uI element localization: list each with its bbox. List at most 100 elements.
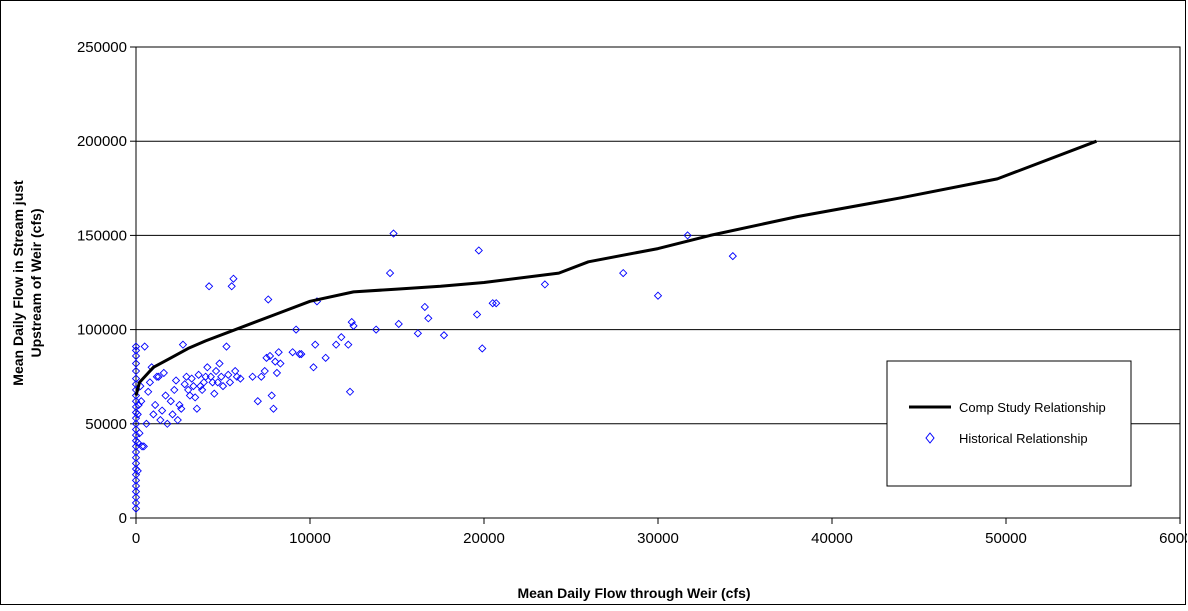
y-axis-title-line-1: Mean Daily Flow in Stream just xyxy=(10,180,26,386)
data-point xyxy=(311,340,320,349)
x-tick-label: 20000 xyxy=(463,530,505,547)
data-point xyxy=(131,430,141,440)
data-point xyxy=(291,325,301,334)
data-point xyxy=(144,387,153,396)
legend-label-historical: Historical Relationship xyxy=(959,431,1088,446)
data-point xyxy=(236,374,245,383)
data-point xyxy=(257,372,266,381)
data-point xyxy=(139,442,148,451)
data-point xyxy=(492,299,501,308)
data-point xyxy=(288,348,297,357)
data-point xyxy=(131,342,141,351)
x-tick-label: 60000 xyxy=(1159,530,1187,547)
data-point xyxy=(217,372,226,381)
data-point xyxy=(474,246,483,255)
data-point xyxy=(213,378,222,387)
data-point xyxy=(229,274,238,283)
data-point xyxy=(203,363,212,372)
data-point xyxy=(171,376,181,385)
data-point xyxy=(189,381,198,391)
data-point xyxy=(274,348,283,357)
x-tick-label: 40000 xyxy=(811,530,853,547)
data-point xyxy=(133,466,142,476)
data-point xyxy=(133,438,142,447)
y-tick-label: 150000 xyxy=(77,227,127,244)
data-point xyxy=(540,280,550,289)
historical-relationship-series xyxy=(131,229,737,513)
data-point xyxy=(218,381,228,391)
data-point xyxy=(157,406,167,415)
data-point xyxy=(131,453,141,462)
data-point xyxy=(151,400,160,410)
data-point xyxy=(161,391,170,400)
data-point xyxy=(131,346,141,355)
data-point xyxy=(297,349,306,359)
data-point xyxy=(180,380,189,389)
data-point xyxy=(371,325,381,334)
data-point xyxy=(222,342,231,351)
data-point xyxy=(349,321,358,330)
data-point xyxy=(142,419,151,428)
data-point xyxy=(178,340,188,349)
data-point xyxy=(337,332,346,342)
data-point xyxy=(199,378,208,387)
data-point xyxy=(131,493,141,502)
data-point xyxy=(131,351,141,361)
legend: Comp Study Relationship Historical Relat… xyxy=(886,360,1132,487)
data-point xyxy=(145,378,155,387)
data-point xyxy=(131,366,141,376)
data-point xyxy=(185,391,195,400)
data-point xyxy=(197,385,207,395)
data-point xyxy=(269,404,278,413)
data-point xyxy=(131,504,141,513)
y-axis-title-line-2: Upstream of Weir (cfs) xyxy=(28,208,44,357)
data-point xyxy=(331,340,341,349)
data-point xyxy=(149,410,158,419)
legend-diamond-swatch xyxy=(925,432,935,444)
data-point xyxy=(131,487,141,496)
data-point xyxy=(227,282,236,291)
data-point xyxy=(163,419,172,428)
data-point xyxy=(225,378,235,387)
data-point xyxy=(271,357,280,366)
data-point xyxy=(619,268,628,278)
data-point xyxy=(347,317,356,327)
data-point xyxy=(267,391,276,400)
legend-label-comp-study: Comp Study Relationship xyxy=(959,400,1106,415)
data-point xyxy=(168,410,177,419)
data-point xyxy=(191,393,200,402)
data-point xyxy=(394,319,403,329)
data-point xyxy=(204,282,214,291)
data-point xyxy=(192,404,202,413)
data-point xyxy=(265,351,275,361)
x-tick-label: 30000 xyxy=(637,530,679,547)
data-point xyxy=(137,397,146,406)
x-tick-label: 0 xyxy=(132,530,140,547)
data-point xyxy=(262,353,271,362)
data-point xyxy=(424,314,433,323)
data-point xyxy=(177,404,186,413)
data-point xyxy=(194,370,203,379)
data-point xyxy=(389,229,398,238)
data-point xyxy=(131,481,141,491)
data-point xyxy=(170,385,179,395)
y-tick-label: 0 xyxy=(119,510,127,527)
data-point xyxy=(131,476,141,485)
data-point xyxy=(321,353,330,362)
y-tick-label: 100000 xyxy=(77,322,127,339)
data-point xyxy=(131,447,141,457)
data-point xyxy=(413,329,423,338)
data-point xyxy=(276,359,285,368)
data-point xyxy=(159,368,168,378)
data-point xyxy=(173,415,182,425)
data-point xyxy=(344,340,353,349)
data-point xyxy=(653,291,663,300)
y-tick-label: 200000 xyxy=(77,133,127,150)
data-point xyxy=(385,268,395,278)
data-point xyxy=(232,372,242,381)
x-axis-title: Mean Daily Flow through Weir (cfs) xyxy=(517,585,750,601)
x-axis-ticks: 0 10000 20000 30000 40000 50000 60000 xyxy=(132,518,1188,547)
data-point xyxy=(683,231,692,240)
data-point xyxy=(152,372,162,381)
